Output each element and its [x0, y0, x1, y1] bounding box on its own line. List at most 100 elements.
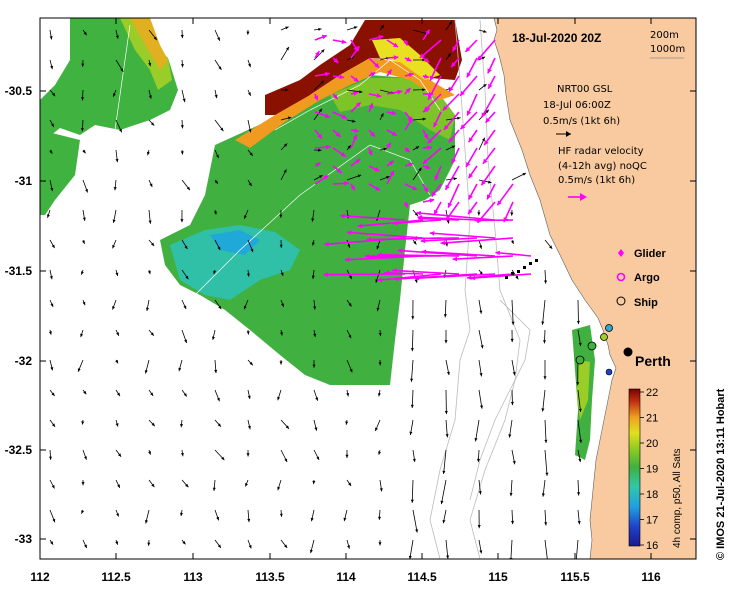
- model-arrowhead: [479, 373, 483, 377]
- radar-arrow: [427, 75, 442, 101]
- radar-arrow: [495, 251, 532, 257]
- model-arrowhead: [515, 275, 519, 280]
- model-arrowhead: [214, 369, 218, 374]
- radar-arrowhead: [424, 108, 430, 113]
- model-arrowhead: [220, 127, 224, 132]
- model-arrowhead: [578, 408, 582, 412]
- model-arrowhead: [277, 486, 281, 491]
- radar-arrow: [357, 219, 424, 227]
- model-arrowhead: [146, 307, 149, 311]
- model-arrowhead: [183, 305, 187, 309]
- model-arrowhead: [80, 128, 84, 132]
- lat-tick-label: -32.5: [5, 443, 33, 457]
- radar-arrowhead: [468, 194, 473, 200]
- model-arrowhead: [482, 137, 485, 142]
- model-arrowhead: [284, 458, 288, 462]
- model-arrowhead: [115, 158, 119, 163]
- model-arrowhead: [81, 510, 85, 514]
- radar-arrowhead: [370, 131, 375, 137]
- model-arrowhead: [178, 367, 182, 372]
- model-arrowhead: [284, 544, 288, 548]
- radar-arrowhead: [347, 230, 352, 235]
- radar-arrowhead: [406, 56, 412, 62]
- radar-arrowhead: [384, 270, 389, 276]
- radar-arrowhead: [470, 275, 476, 281]
- glider-point: [505, 276, 508, 279]
- ship-markers: [575, 324, 633, 376]
- radar-arrowhead: [481, 112, 486, 118]
- model-arrowhead: [541, 321, 545, 325]
- model-arrow: [443, 449, 447, 475]
- ship-marker: [575, 355, 585, 365]
- radar-arrowhead: [378, 35, 384, 40]
- model-arrowhead: [415, 529, 419, 533]
- model-arrowhead: [49, 275, 53, 280]
- isobath-label-200: 200m: [650, 30, 679, 41]
- model-arrowhead: [312, 480, 316, 485]
- glider-track: [505, 259, 538, 279]
- model-arrowhead: [376, 307, 380, 312]
- radar-arrow: [346, 231, 424, 239]
- radar-arrow: [444, 165, 460, 191]
- radar-arrowhead: [317, 133, 322, 139]
- radar-arrowhead: [332, 94, 338, 99]
- model-arrowhead: [146, 151, 150, 156]
- model-arrowhead: [309, 549, 313, 554]
- radar-arrowhead: [429, 198, 435, 203]
- lon-tick-label: 112: [30, 570, 50, 584]
- colorbar-caption: 4h comp, p50, All Sats: [672, 448, 683, 548]
- radar-legend-line-1: HF radar velocity: [558, 146, 644, 157]
- model-arrowhead: [359, 90, 363, 94]
- radar-arrowhead: [468, 137, 474, 143]
- model-arrowhead: [442, 520, 446, 524]
- argo-legend-label: Argo: [634, 272, 660, 284]
- radar-arrowhead: [423, 187, 428, 193]
- radar-arrowhead: [421, 249, 427, 255]
- model-arrowhead: [83, 31, 87, 36]
- model-arrowhead: [118, 453, 122, 457]
- model-arrowhead: [457, 116, 461, 120]
- model-arrowhead: [80, 333, 84, 338]
- radar-arrow: [496, 183, 514, 206]
- footer-credit: © IMOS 21-Jul-2020 13:11 Hobart: [715, 388, 727, 560]
- model-arrowhead: [245, 483, 248, 487]
- model-arrowhead: [375, 427, 378, 431]
- model-arrowhead: [115, 272, 119, 276]
- model-velocity-arrows: [47, 21, 583, 559]
- model-arrowhead: [512, 460, 516, 465]
- model-arrow: [544, 449, 548, 476]
- model-arrowhead: [549, 245, 553, 249]
- model-arrowhead: [315, 397, 319, 401]
- model-arrowhead: [112, 219, 116, 223]
- radar-arrowhead: [460, 124, 466, 130]
- radar-arrowhead: [368, 103, 374, 109]
- model-arrowhead: [418, 167, 422, 172]
- model-arrowhead: [82, 301, 86, 306]
- model-arrowhead: [378, 362, 382, 366]
- model-arrowhead: [512, 372, 516, 376]
- model-arrowhead: [217, 246, 221, 251]
- radar-arrowhead: [474, 218, 480, 223]
- model-arrowhead: [412, 458, 416, 462]
- ship-marker: [587, 341, 597, 351]
- model-arrowhead: [579, 439, 583, 443]
- radar-arrowhead: [429, 75, 435, 81]
- model-arrowhead: [414, 279, 418, 283]
- model-arrowhead: [378, 332, 382, 337]
- model-arrowhead: [81, 421, 85, 425]
- model-arrowhead: [357, 174, 362, 178]
- model-arrowhead: [77, 368, 81, 372]
- colorbar-tick-label: 20: [646, 438, 658, 450]
- radar-arrowhead: [313, 95, 319, 101]
- model-arrowhead: [347, 145, 351, 149]
- model-arrowhead: [353, 26, 358, 30]
- model-arrowhead: [246, 453, 250, 457]
- model-arrowhead: [380, 25, 385, 29]
- model-arrowhead: [247, 395, 251, 399]
- model-arrowhead: [185, 483, 189, 488]
- model-arrowhead: [150, 392, 154, 396]
- radar-arrowhead: [350, 185, 355, 191]
- model-arrowhead: [145, 520, 148, 524]
- radar-arrowhead: [323, 272, 328, 277]
